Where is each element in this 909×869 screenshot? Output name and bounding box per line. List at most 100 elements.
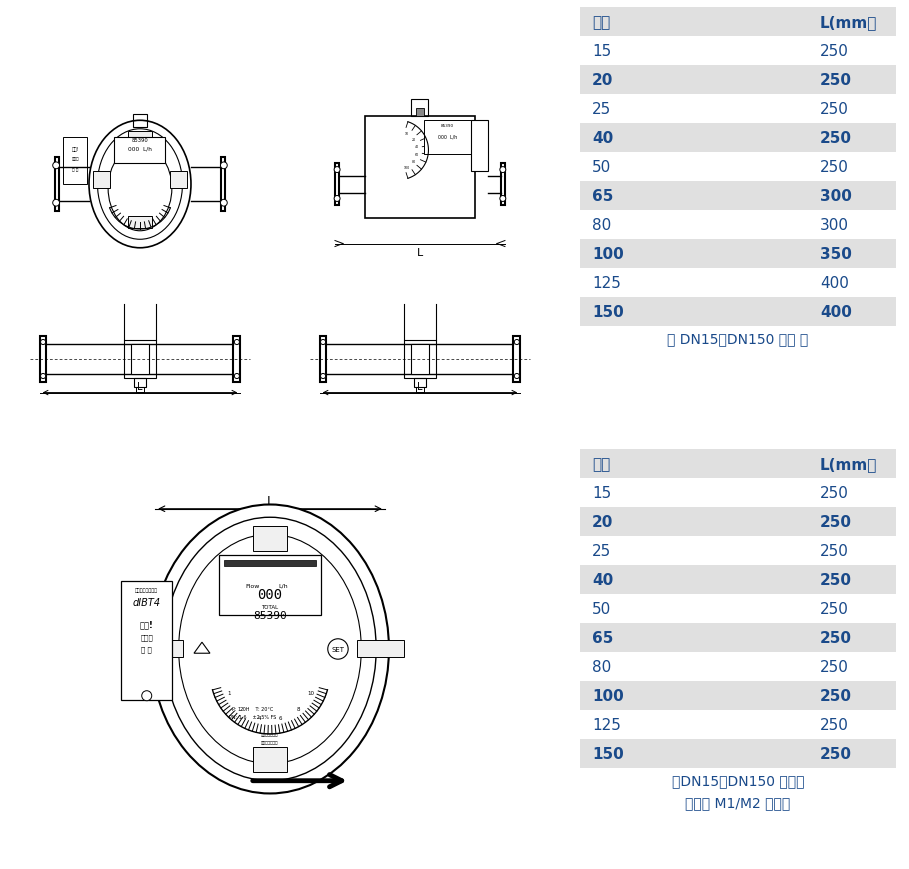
Text: 250: 250 (820, 102, 849, 116)
Text: 250: 250 (820, 746, 852, 761)
Text: L(mm）: L(mm） (820, 15, 877, 30)
Text: 开 盖: 开 盖 (73, 168, 78, 171)
Bar (580, 95, 896, 124)
Text: 85390: 85390 (132, 138, 148, 143)
Text: P: 1.0H    T: 20°C: P: 1.0H T: 20°C (233, 706, 274, 711)
Circle shape (500, 196, 505, 202)
Bar (580, 653, 896, 681)
Text: 000  L/h: 000 L/h (437, 134, 457, 139)
Circle shape (514, 374, 519, 379)
Bar (580, 449, 896, 479)
Bar (136, 640, 183, 658)
Bar (128, 132, 152, 144)
Text: dIBT4: dIBT4 (133, 598, 161, 607)
Circle shape (221, 163, 227, 169)
Bar (64, 138, 87, 185)
Text: 250: 250 (820, 717, 849, 733)
Text: L(mm）: L(mm） (820, 456, 877, 472)
Text: 口径: 口径 (592, 456, 610, 472)
Bar (416, 388, 424, 392)
Text: 85390: 85390 (253, 610, 287, 620)
Text: 65: 65 (592, 630, 614, 646)
Text: 6: 6 (278, 715, 282, 720)
Text: 100: 100 (592, 247, 624, 262)
Text: 流量显示存储仪表: 流量显示存储仪表 (135, 587, 158, 593)
Text: 250: 250 (820, 73, 852, 88)
Bar (580, 153, 896, 182)
Text: L/h: L/h (278, 583, 287, 588)
Circle shape (53, 200, 59, 207)
Text: 开 盖: 开 盖 (142, 646, 152, 653)
Circle shape (41, 374, 45, 379)
Bar (357, 640, 404, 658)
Text: 125: 125 (592, 275, 621, 290)
Text: 1: 1 (228, 690, 231, 695)
Text: 300: 300 (820, 218, 849, 233)
Text: 2: 2 (240, 706, 244, 711)
Text: 250: 250 (820, 601, 849, 616)
Bar (414, 379, 426, 388)
Text: 400: 400 (820, 275, 849, 290)
Text: L: L (417, 248, 423, 257)
Text: Flow: Flow (245, 583, 260, 588)
Text: 断电前: 断电前 (72, 157, 79, 162)
Text: 000: 000 (257, 587, 283, 601)
Text: 80: 80 (412, 160, 415, 164)
Bar (55, 157, 59, 212)
Circle shape (221, 200, 227, 207)
Bar (514, 336, 520, 383)
Text: 40: 40 (592, 131, 614, 146)
Bar (124, 341, 156, 379)
Circle shape (235, 340, 239, 345)
Bar (155, 615, 168, 683)
Text: 000  L/h: 000 L/h (128, 147, 152, 152)
Bar (415, 109, 425, 117)
Text: 15: 15 (592, 44, 611, 59)
Text: 20: 20 (592, 514, 614, 529)
Circle shape (41, 340, 45, 345)
Text: L: L (266, 494, 274, 507)
Bar (471, 121, 488, 172)
Text: 80: 80 (592, 218, 611, 233)
Text: 注意!: 注意! (140, 620, 154, 628)
Text: 250: 250 (820, 543, 849, 559)
Text: 语威电子流量计: 语威电子流量计 (261, 732, 279, 736)
Circle shape (53, 163, 59, 169)
Bar (219, 556, 321, 615)
Bar (580, 298, 896, 327)
Bar (411, 345, 429, 375)
Text: 40: 40 (415, 145, 419, 149)
Bar (425, 121, 471, 155)
Circle shape (335, 196, 340, 202)
Text: 60: 60 (415, 153, 419, 157)
Bar (412, 100, 428, 117)
Bar (580, 269, 896, 298)
Bar (121, 581, 172, 700)
Circle shape (335, 168, 340, 173)
Bar (134, 116, 146, 128)
Text: 250: 250 (820, 688, 852, 703)
Bar (580, 37, 896, 66)
Bar (253, 746, 287, 773)
Text: 4: 4 (258, 715, 262, 720)
Text: 注意!: 注意! (72, 147, 79, 152)
Bar (580, 536, 896, 566)
Text: 125: 125 (592, 717, 621, 733)
Text: 10: 10 (307, 690, 314, 695)
Text: 武汉入有限公司: 武汉入有限公司 (261, 740, 279, 745)
Bar (501, 163, 505, 206)
Text: 15: 15 (592, 486, 611, 501)
Text: 250: 250 (820, 573, 852, 587)
Text: L: L (417, 381, 423, 391)
Bar (170, 172, 186, 189)
Text: 口径: 口径 (592, 15, 610, 30)
Bar (128, 217, 152, 229)
Text: TOTAL: TOTAL (262, 604, 278, 609)
Circle shape (514, 340, 519, 345)
Bar (335, 163, 339, 206)
Text: 65: 65 (592, 189, 614, 203)
Text: 250: 250 (820, 486, 849, 501)
Text: 8: 8 (296, 706, 300, 711)
Bar (580, 479, 896, 507)
Text: 断电前: 断电前 (140, 634, 153, 640)
